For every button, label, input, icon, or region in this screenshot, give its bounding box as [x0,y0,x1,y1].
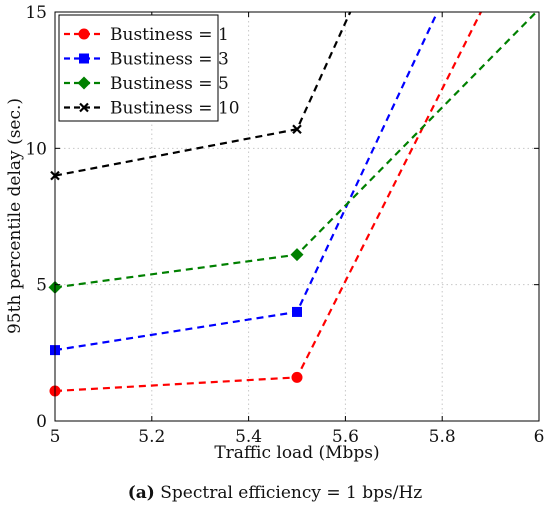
legend-marker [78,28,90,40]
x-tick-label: 5 [50,427,61,447]
markers-layer [48,124,304,397]
data-point-series-3 [290,248,304,262]
marker-stroke [79,102,89,113]
data-point-series-4 [292,124,302,135]
legend-label: Bustiness = 1 [110,25,229,45]
legend-marker [79,53,89,64]
y-tick-label: 0 [36,412,47,432]
legend-marker [79,102,89,113]
x-tick-label: 5.6 [332,427,359,447]
legend-label: Bustiness = 10 [110,99,240,119]
y-tick-label: 15 [25,3,47,23]
caption-text: Spectral efficiency = 1 bps/Hz [155,483,422,503]
figure-caption: (a) Spectral efficiency = 1 bps/Hz [128,483,423,503]
caption-label: (a) [128,483,155,503]
legend-label: Bustiness = 5 [110,74,229,94]
y-tick-label: 10 [25,139,47,159]
legend: Bustiness = 1 Bustiness = 3 Bustiness = 5 B… [58,14,240,122]
x-tick-label: 5.8 [429,427,456,447]
data-point-series-2 [292,306,302,317]
plot-frame [54,11,540,422]
legend-label: Bustiness = 3 [110,50,229,70]
x-tick-label: 5.2 [138,427,165,447]
y-axis-label: 95th percentile delay (sec.) [5,98,25,334]
x-tick-label: 6 [534,427,545,447]
legend-marker [77,76,91,90]
marker-stroke [292,124,302,135]
data-point-series-1 [291,371,303,383]
x-tick-label: 5.4 [235,427,262,447]
x-axis-label: Traffic load (Mbps) [214,443,379,463]
y-tick-label: 5 [36,276,47,296]
